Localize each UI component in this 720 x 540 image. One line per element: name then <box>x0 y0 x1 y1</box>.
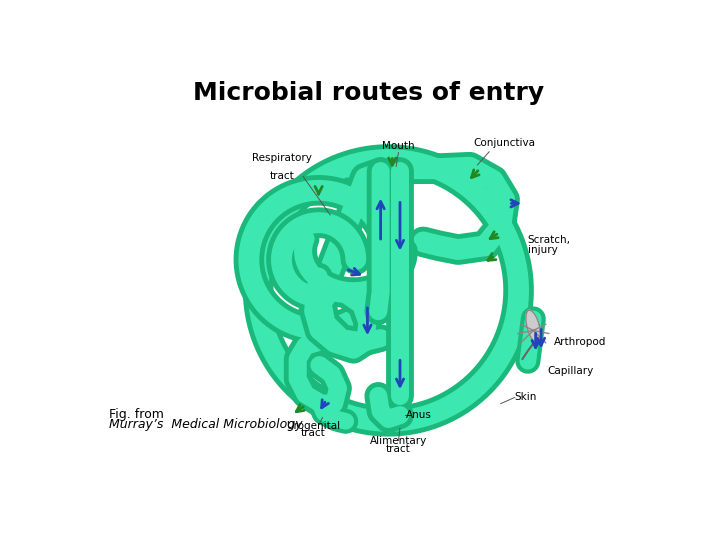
Text: Fig. from: Fig. from <box>109 408 164 421</box>
Text: tract: tract <box>301 428 325 438</box>
Text: Alimentary: Alimentary <box>370 436 427 446</box>
Text: Skin: Skin <box>515 393 537 402</box>
Text: Mouth: Mouth <box>382 141 415 151</box>
Text: Respiratory: Respiratory <box>252 153 312 164</box>
Text: Anus: Anus <box>406 410 432 420</box>
Text: tract: tract <box>270 171 294 181</box>
Text: Conjunctiva: Conjunctiva <box>474 138 536 148</box>
Text: Scratch,: Scratch, <box>528 235 571 245</box>
Text: Microbial routes of entry: Microbial routes of entry <box>194 80 544 105</box>
Text: Murray’s  Medical Microbiology: Murray’s Medical Microbiology <box>109 418 303 431</box>
Text: Arthropod: Arthropod <box>554 337 606 347</box>
Polygon shape <box>526 310 541 343</box>
Text: Capillary: Capillary <box>547 366 593 376</box>
Text: Urogenital: Urogenital <box>286 421 341 430</box>
Text: tract: tract <box>386 444 411 454</box>
Text: injury: injury <box>528 245 557 254</box>
